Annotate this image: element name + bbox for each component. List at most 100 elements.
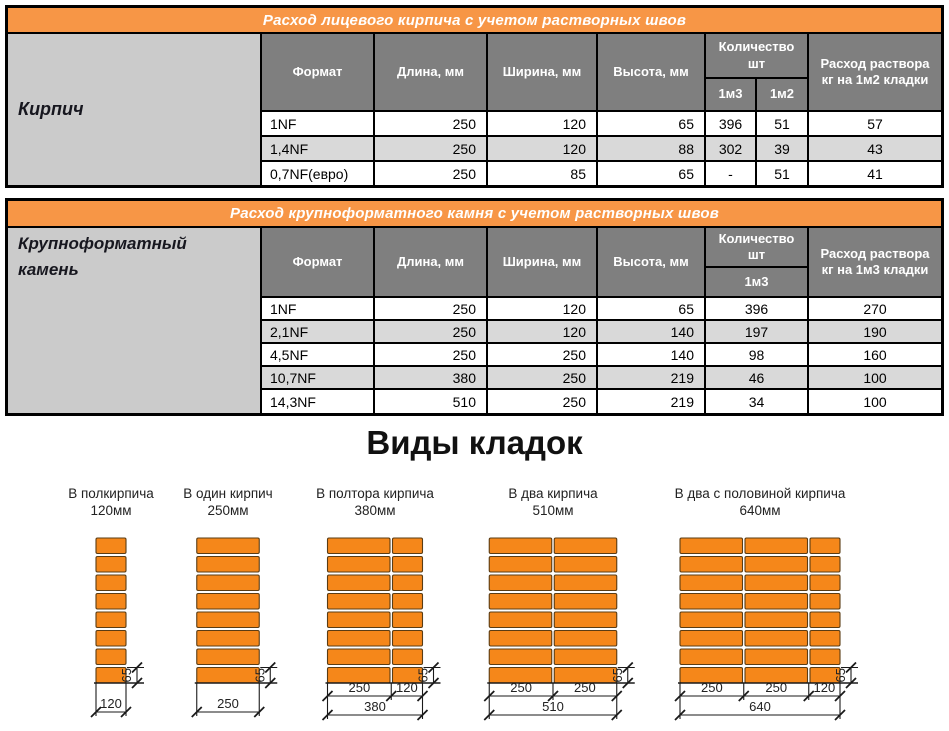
dimension-label: 380мм [354, 503, 395, 518]
table-cell: 4,5NF [262, 344, 375, 367]
table-cell: 250 [375, 137, 488, 162]
table-cell: - [706, 162, 757, 185]
brick [488, 592, 553, 610]
brick [679, 611, 744, 629]
dimension-label: 120мм [90, 503, 131, 518]
column-header-length: Длина, мм [375, 228, 488, 298]
table-cell: 1NF [262, 298, 375, 321]
table-cell: 250 [375, 162, 488, 185]
table-cell: 2,1NF [262, 321, 375, 344]
column-header-mortar: Расход раствора кг на 1м2 кладки [809, 34, 941, 112]
brick [488, 574, 553, 592]
table-cell: 100 [809, 367, 941, 390]
brick [95, 592, 127, 610]
column-header-length: Длина, мм [375, 34, 488, 112]
table-cell: 250 [488, 390, 598, 413]
column-header-mortar: Расход раствора кг на 1м3 кладки [809, 228, 941, 298]
column-header-height: Высота, мм [598, 34, 706, 112]
brick [196, 592, 260, 610]
table-cell: 396 [706, 112, 757, 137]
masonry-section-title: Виды кладок [366, 424, 583, 461]
dimension-label: 65 [119, 668, 134, 682]
table-cell: 65 [598, 298, 706, 321]
table-cell: 98 [706, 344, 809, 367]
masonry-diagram-2: В один кирпич 250мм 65 250 [183, 486, 278, 718]
column-subheader-1m2: 1м2 [757, 79, 809, 112]
column-header-width: Ширина, мм [488, 228, 598, 298]
table-cell: 120 [488, 321, 598, 344]
table-cell: 0,7NF(евро) [262, 162, 375, 185]
table-cell: 1,4NF [262, 137, 375, 162]
table-cell: 140 [598, 321, 706, 344]
brick [95, 574, 127, 592]
dimension-label: В полтора кирпича [316, 486, 434, 501]
brick [391, 648, 424, 666]
table-cell: 43 [809, 137, 941, 162]
table2-title-banner: Расход крупноформатного камня с учетом р… [8, 201, 941, 228]
brick [326, 648, 391, 666]
masonry-diagram-3: В полтора кирпича 380мм 65 250 120 380 [316, 486, 441, 721]
brick [391, 574, 424, 592]
dimension-label: В полкирпича [68, 486, 154, 501]
brick [744, 537, 809, 555]
table-cell: 39 [757, 137, 809, 162]
table-cell: 14,3NF [262, 390, 375, 413]
brick [326, 629, 391, 647]
brick [679, 537, 744, 555]
dimension-label: 120 [100, 696, 122, 711]
table-cell: 120 [488, 112, 598, 137]
brick [744, 592, 809, 610]
column-header-quantity: Количество шт [706, 34, 809, 79]
dimension-label: В один кирпич [183, 486, 272, 501]
dimension-label: 65 [610, 668, 625, 682]
table1-title-banner: Расход лицевого кирпича с учетом раствор… [8, 8, 941, 34]
table-cell: 197 [706, 321, 809, 344]
table-cell: 46 [706, 367, 809, 390]
brick [326, 555, 391, 573]
table-cell: 270 [809, 298, 941, 321]
brick [196, 648, 260, 666]
brick [196, 574, 260, 592]
table-cell: 34 [706, 390, 809, 413]
dimension-label: В два кирпича [508, 486, 598, 501]
brick [553, 629, 618, 647]
brick [391, 537, 424, 555]
table-cell: 219 [598, 367, 706, 390]
table-cell: 250 [488, 367, 598, 390]
table-cell: 51 [757, 112, 809, 137]
column-header-format: Формат [262, 228, 375, 298]
brick [488, 611, 553, 629]
brick [391, 611, 424, 629]
brick [809, 648, 841, 666]
brick [553, 555, 618, 573]
column-header-width: Ширина, мм [488, 34, 598, 112]
brick [553, 648, 618, 666]
column-header-height: Высота, мм [598, 228, 706, 298]
brick [326, 537, 391, 555]
brick [326, 611, 391, 629]
dimension-label: 120 [814, 680, 836, 695]
table-cell: 41 [809, 162, 941, 185]
dimension-label: 510 [542, 699, 564, 714]
brick [553, 574, 618, 592]
dimension-label: 120 [396, 680, 418, 695]
brick [391, 555, 424, 573]
brick [196, 629, 260, 647]
table-cell: 1NF [262, 112, 375, 137]
dimension-label: 510мм [532, 503, 573, 518]
table-cell: 10,7NF [262, 367, 375, 390]
large-format-stone-table: Расход крупноформатного камня с учетом р… [5, 198, 944, 416]
table-cell: 140 [598, 344, 706, 367]
brick [196, 555, 260, 573]
table-cell: 302 [706, 137, 757, 162]
brick [196, 666, 260, 684]
dimension-label: 250 [510, 680, 532, 695]
brick [488, 629, 553, 647]
dimension-label: 65 [833, 668, 848, 682]
brick [679, 574, 744, 592]
brick [744, 611, 809, 629]
table-cell: 250 [375, 298, 488, 321]
brick [196, 611, 260, 629]
column-header-quantity: Количество шт [706, 228, 809, 268]
